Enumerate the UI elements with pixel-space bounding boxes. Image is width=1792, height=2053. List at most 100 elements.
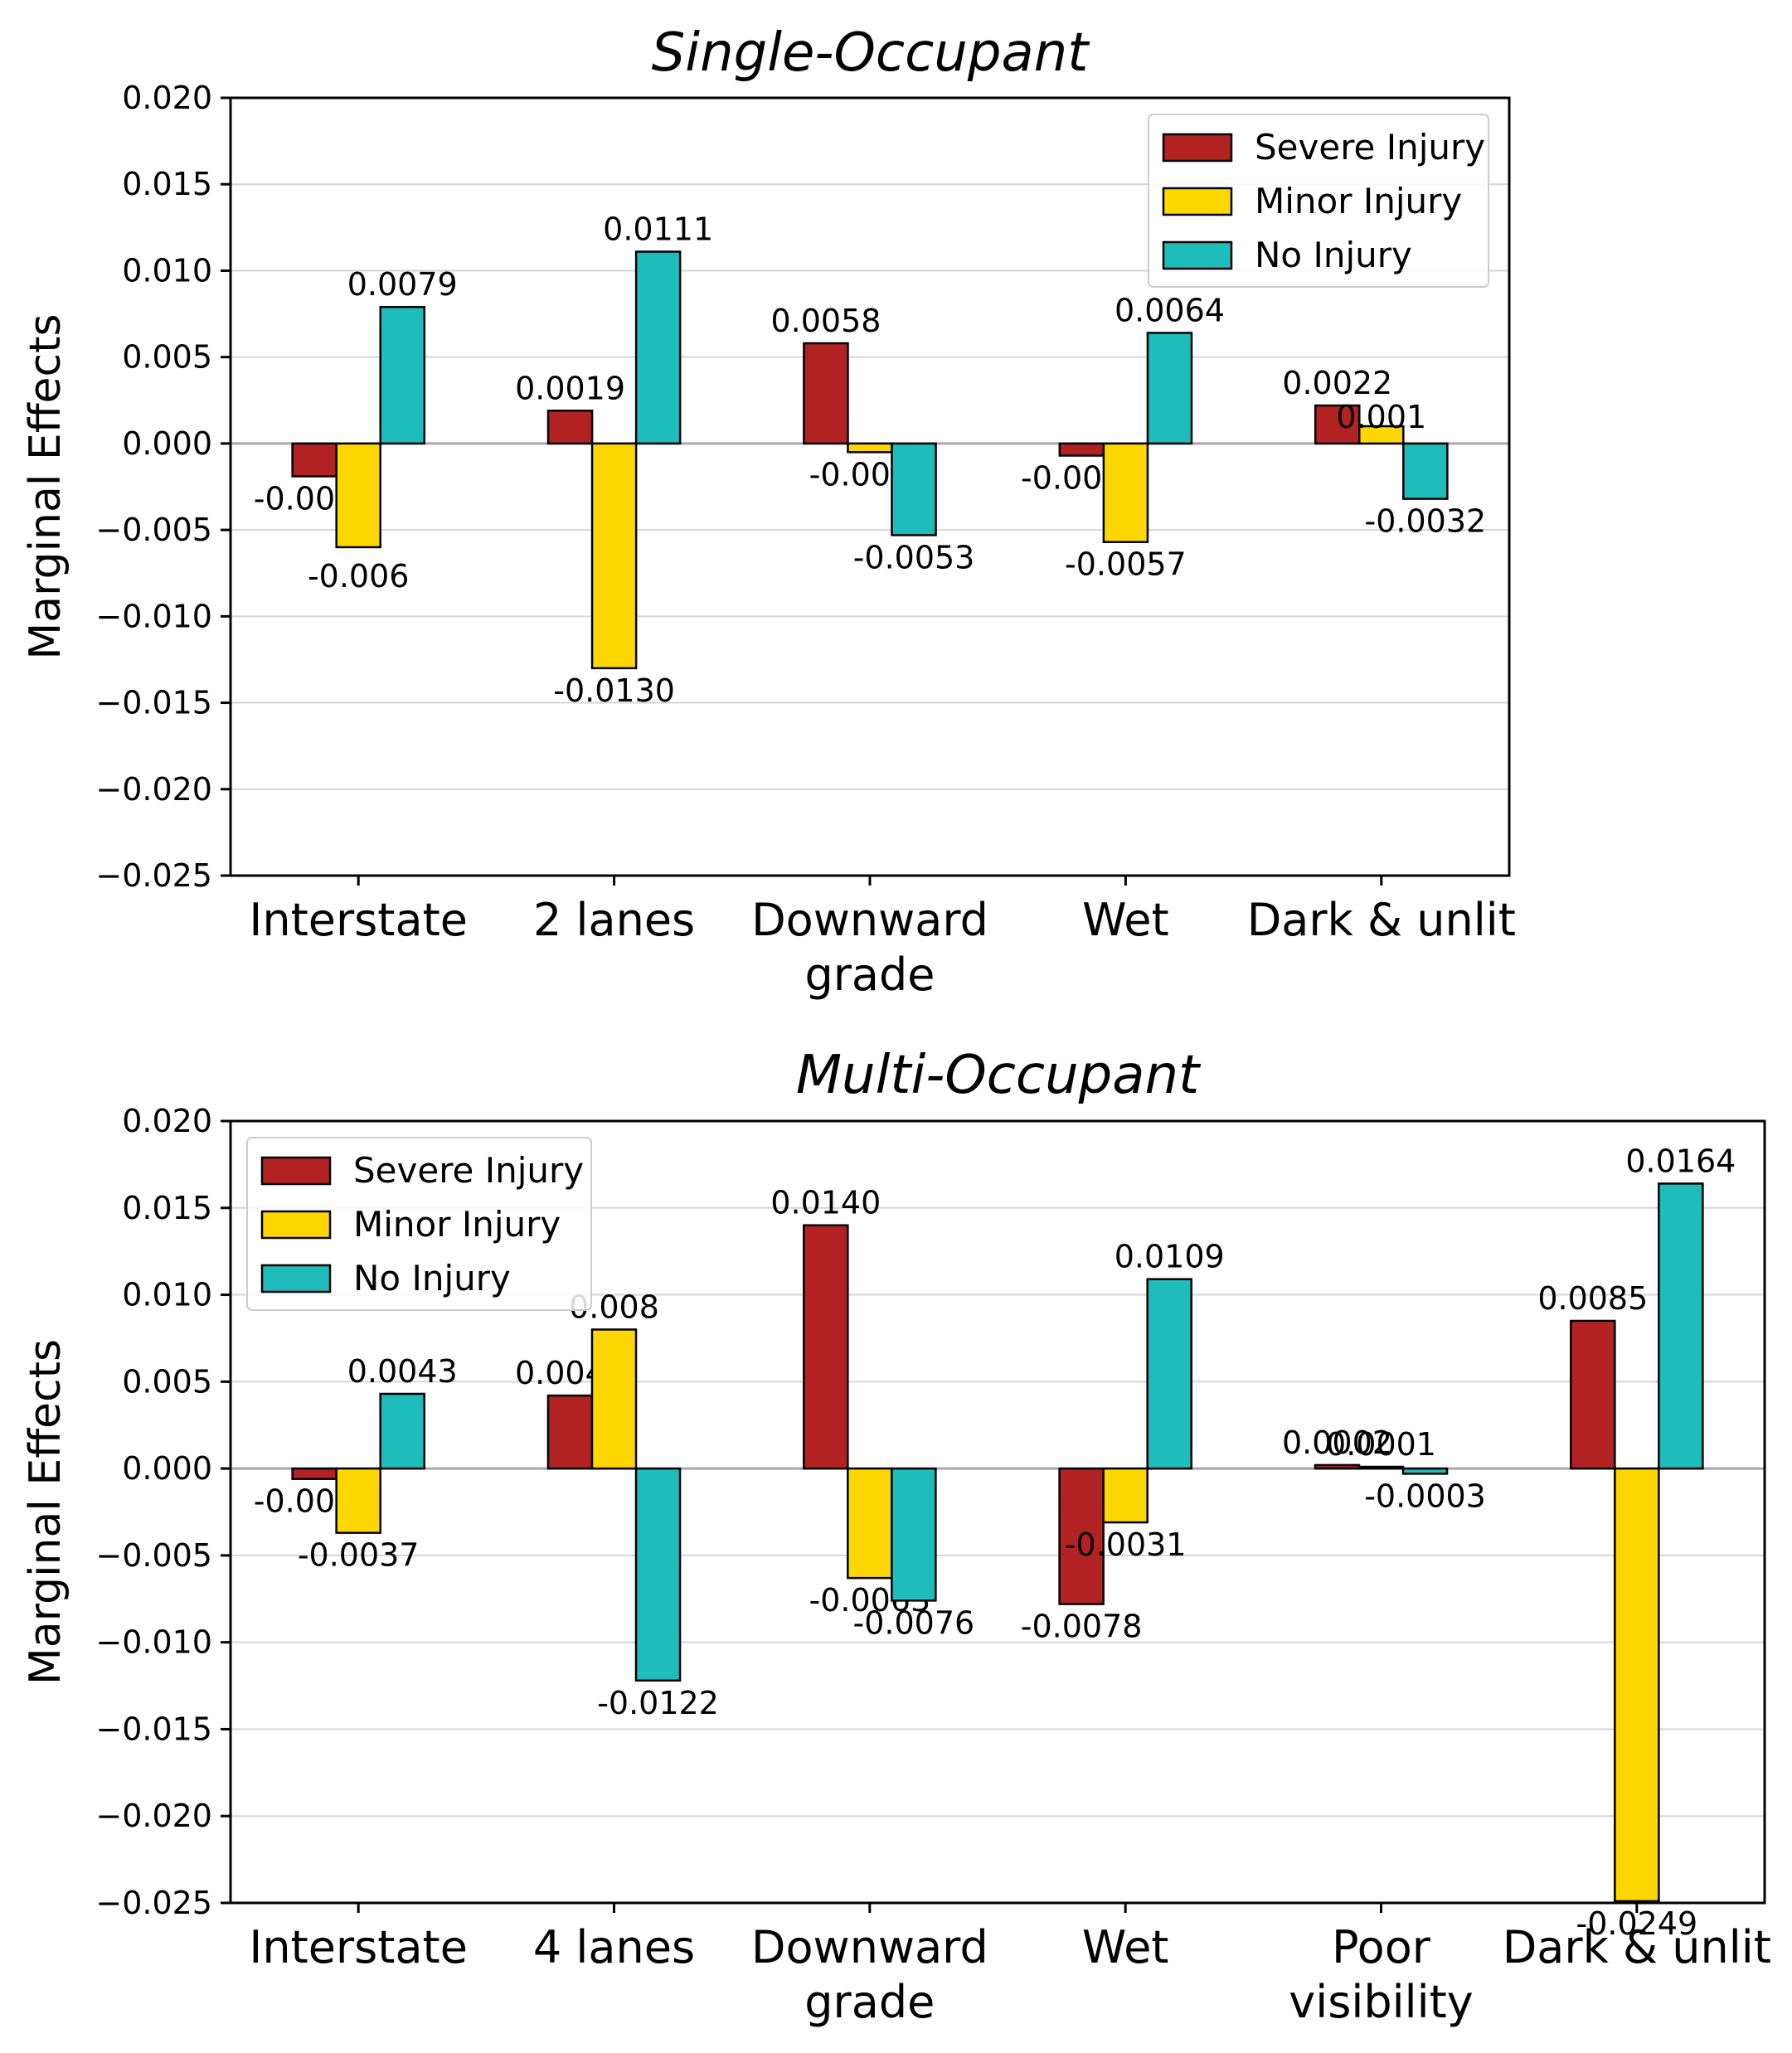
y-tick-label: −0.025 [95, 857, 212, 894]
bar-minor-2 [847, 1467, 893, 1580]
legend-swatch-minor [1162, 187, 1233, 216]
data-label-severe-4: 0.0002 [1282, 1424, 1392, 1461]
data-label-severe-3: -0.0078 [1021, 1609, 1143, 1645]
y-tick-label: 0.020 [122, 80, 212, 116]
x-tick-label: Wet [1082, 1921, 1169, 1973]
bar-none-2 [891, 442, 937, 536]
bar-minor-4 [1358, 425, 1405, 445]
x-tick-label: grade [804, 1976, 935, 2028]
bar-severe-3 [1058, 1467, 1105, 1605]
data-label-none-2: -0.0076 [853, 1604, 975, 1641]
data-label-minor-5: -0.0249 [1576, 1905, 1697, 1942]
y-axis-label: Marginal Effects [21, 313, 70, 659]
legend-box [246, 1137, 592, 1311]
legend-label-minor: Minor Injury [353, 1204, 561, 1245]
data-label-severe-4: 0.0022 [1282, 365, 1392, 401]
x-tick-label: grade [804, 949, 935, 1001]
data-label-none-5: 0.0164 [1625, 1143, 1736, 1179]
y-tick-label: 0.010 [122, 1277, 212, 1313]
bar-severe-3 [1058, 442, 1105, 457]
data-label-none-1: 0.0111 [603, 211, 713, 248]
legend: Severe Injury Minor Injury No Injury [246, 1137, 592, 1311]
data-label-none-0: 0.0079 [347, 266, 458, 303]
y-tick-label: −0.020 [95, 771, 212, 808]
bar-severe-0 [291, 1467, 338, 1480]
bar-none-2 [891, 1467, 937, 1602]
data-label-minor-0: -0.006 [308, 558, 410, 595]
x-tick-label: Dark & unlit [1503, 1921, 1771, 1973]
data-label-minor-3: -0.0057 [1065, 546, 1187, 583]
x-tick-label: Poor [1332, 1921, 1431, 1973]
data-label-none-2: -0.0053 [853, 539, 975, 575]
chart-panel-multi-occupant: 0.020 0.015 0.010 0.005 0.000 −0.005 −0.010 −0.… [21, 1045, 1771, 2028]
y-tick-label: −0.010 [95, 1624, 212, 1661]
legend-label-severe: Severe Injury [1255, 127, 1485, 167]
bar-minor-2 [847, 442, 893, 454]
bar-none-3 [1146, 332, 1193, 445]
y-tick-label: 0.000 [122, 425, 212, 462]
data-label-none-4: -0.0032 [1365, 503, 1487, 540]
legend-swatch-severe [1162, 133, 1233, 163]
bar-none-1 [634, 1467, 682, 1682]
bar-severe-1 [546, 410, 594, 445]
legend-label-severe: Severe Injury [353, 1150, 584, 1191]
x-tick-label: 4 lanes [533, 1921, 695, 1973]
bar-minor-5 [1614, 1467, 1660, 1903]
bar-severe-5 [1570, 1319, 1616, 1470]
y-tick-label: −0.005 [95, 1537, 212, 1574]
bar-minor-1 [590, 1328, 638, 1470]
data-label-minor-4: 0.0001 [1326, 1426, 1436, 1463]
bar-none-4 [1401, 1467, 1449, 1475]
legend-swatch-severe [260, 1156, 332, 1186]
x-tick-label: 2 lanes [533, 894, 695, 946]
legend-label-minor: Minor Injury [1255, 181, 1462, 221]
chart-title: Multi-Occupant [796, 1045, 1202, 1106]
x-tick-label: Dark & unlit [1247, 894, 1516, 946]
legend-swatch-minor [260, 1210, 332, 1240]
data-label-none-0: 0.0043 [347, 1353, 458, 1390]
legend-swatch-none [260, 1264, 332, 1293]
x-tick-label: Downward [751, 894, 988, 946]
bar-none-4 [1402, 442, 1449, 500]
data-label-severe-2: 0.0140 [770, 1185, 881, 1221]
data-label-none-1: -0.0122 [597, 1685, 719, 1721]
y-tick-label: −0.005 [95, 512, 212, 548]
data-label-minor-1: -0.0130 [553, 672, 675, 709]
bar-minor-1 [590, 442, 638, 670]
bar-severe-4 [1314, 1463, 1361, 1470]
bar-minor-3 [1102, 442, 1149, 543]
bar-severe-1 [546, 1394, 594, 1470]
y-tick-label: 0.015 [122, 166, 212, 202]
bar-minor-0 [335, 442, 381, 549]
bar-severe-0 [291, 442, 338, 478]
x-tick-label: Interstate [249, 1921, 468, 1973]
legend-label-none: No Injury [353, 1258, 511, 1298]
data-label-none-3: 0.0064 [1115, 292, 1225, 328]
bar-minor-4 [1357, 1465, 1405, 1470]
bar-severe-2 [803, 342, 849, 445]
x-tick-label: Wet [1082, 894, 1169, 946]
legend-box [1148, 114, 1489, 288]
y-tick-label: 0.010 [122, 252, 212, 289]
legend-swatch-none [1162, 240, 1233, 270]
x-tick-label: Interstate [249, 894, 468, 946]
data-label-none-3: 0.0109 [1115, 1239, 1225, 1275]
legend: Severe Injury Minor Injury No Injury [1148, 114, 1489, 288]
data-label-none-4: -0.0003 [1364, 1478, 1486, 1514]
bar-none-5 [1658, 1182, 1704, 1470]
y-tick-label: 0.000 [122, 1450, 212, 1487]
y-tick-label: 0.005 [122, 339, 212, 376]
bar-minor-0 [335, 1467, 381, 1534]
chart-panel-single-occupant: 0.020 0.015 0.010 0.005 0.000 −0.005 −0.010 −0.… [21, 22, 1516, 1001]
y-tick-label: 0.005 [122, 1363, 212, 1400]
y-tick-label: 0.015 [122, 1190, 212, 1226]
plot-frame [229, 1119, 1766, 1905]
y-tick-label: −0.010 [95, 598, 212, 634]
x-tick-label: visibility [1289, 1976, 1474, 2028]
data-label-severe-2: 0.0058 [770, 303, 881, 339]
data-label-minor-0: -0.0037 [298, 1537, 420, 1574]
plot-frame [229, 96, 1511, 877]
data-label-minor-3: -0.0031 [1065, 1526, 1187, 1563]
bar-severe-2 [803, 1224, 849, 1470]
